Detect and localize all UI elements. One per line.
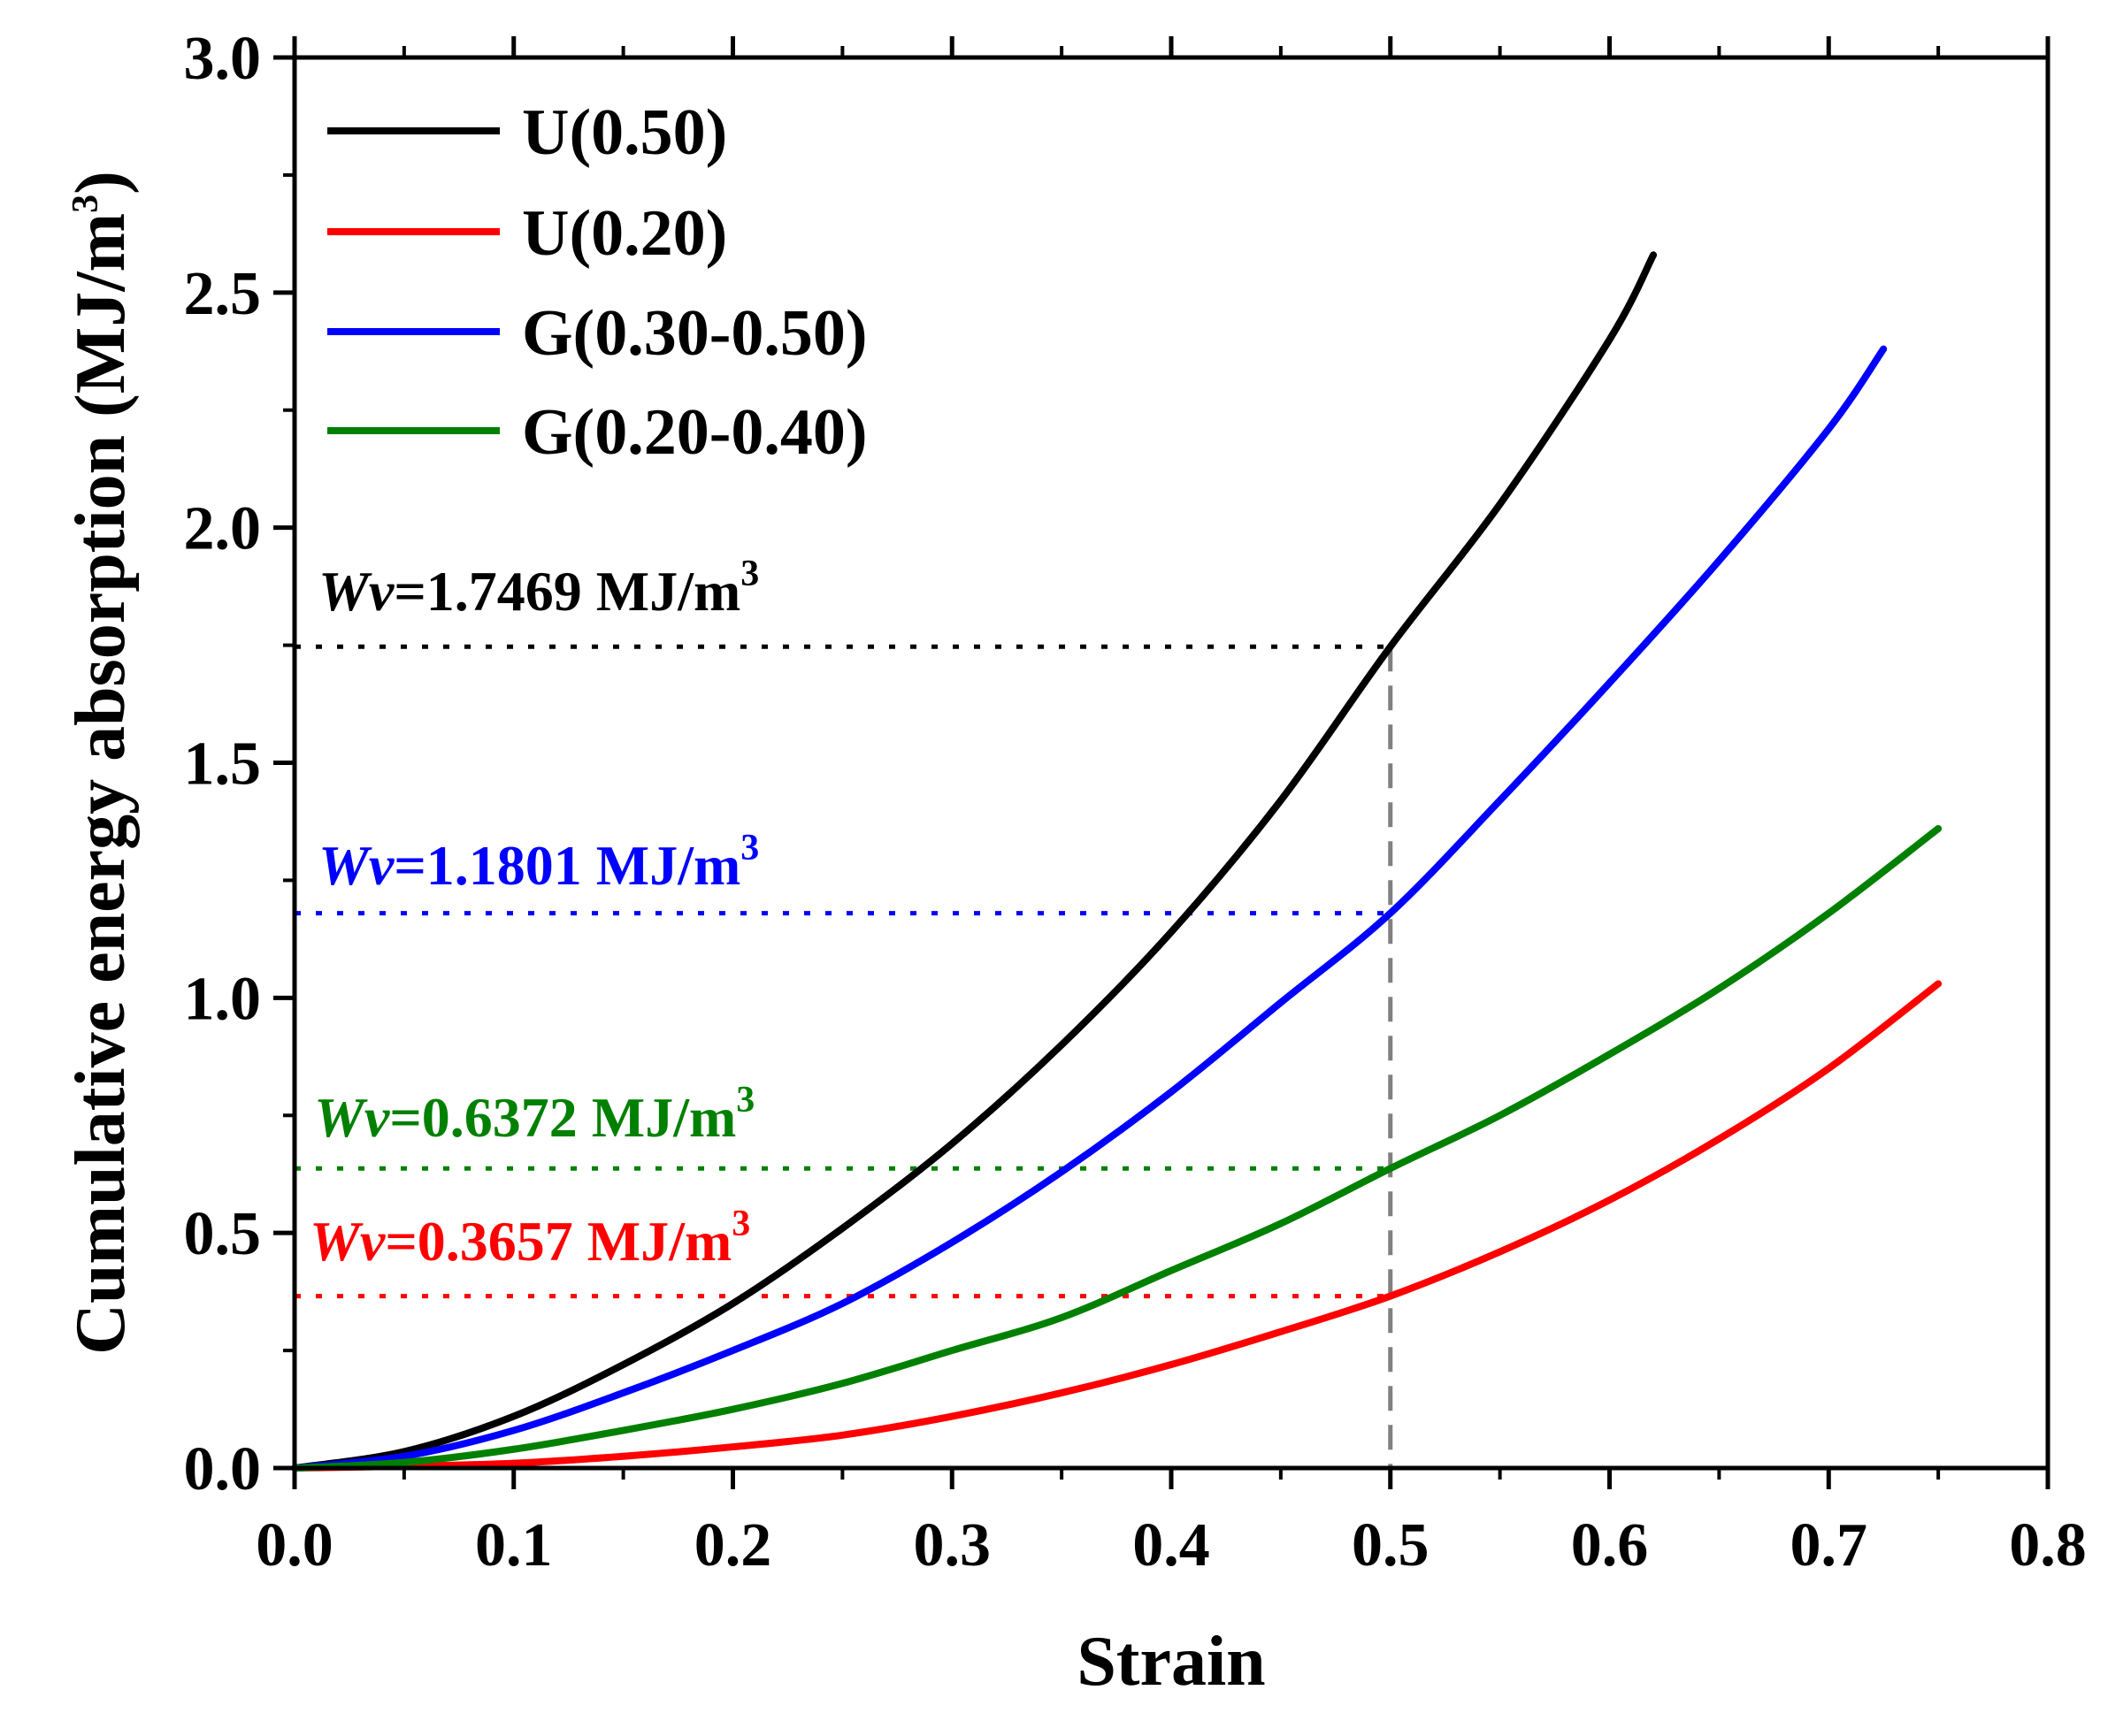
y-tick-label: 2.0 [184, 495, 262, 563]
wv-value: =0.6372 MJ/m [389, 1086, 736, 1149]
x-tick-label: 0.3 [914, 1511, 992, 1579]
wv-annotation: Wv=0.3657 MJ/m3 [310, 1204, 750, 1273]
y-tick-label: 2.5 [184, 260, 262, 328]
y-axis-title: Cumulative energy absorption (MJ/m3) [62, 171, 140, 1355]
y-axis-title-close: ) [62, 171, 140, 195]
wv-superscript: 3 [732, 1204, 750, 1244]
legend-label: G(0.20-0.40) [522, 396, 868, 469]
x-tick-label: 0.1 [475, 1511, 553, 1579]
wv-annotation: Wv=0.6372 MJ/m3 [314, 1080, 755, 1149]
x-tick-label: 0.8 [2009, 1511, 2087, 1579]
y-axis-title-main: Cumulative energy absorption (MJ/m [62, 213, 140, 1355]
y-axis-title-superscript: 3 [65, 195, 106, 213]
wv-superscript: 3 [736, 1080, 755, 1120]
wv-value: =1.7469 MJ/m [394, 560, 740, 623]
wv-superscript: 3 [740, 554, 759, 594]
x-tick-label: 0.4 [1132, 1511, 1210, 1579]
legend-label: G(0.30-0.50) [522, 297, 868, 370]
y-tick-label: 1.0 [184, 965, 262, 1033]
wv-symbol: Wv [318, 834, 395, 897]
wv-symbol: Wv [314, 1086, 390, 1149]
wv-annotation: Wv=1.7469 MJ/m3 [318, 554, 759, 623]
y-tick-label: 1.5 [184, 730, 262, 799]
wv-symbol: Wv [318, 560, 395, 623]
wv-symbol: Wv [310, 1210, 386, 1273]
y-tick-label: 0.0 [184, 1435, 262, 1503]
wv-annotation: Wv=1.1801 MJ/m3 [318, 828, 759, 897]
x-tick-label: 0.7 [1790, 1511, 1868, 1579]
wv-value: =1.1801 MJ/m [394, 834, 740, 897]
wv-superscript: 3 [740, 828, 759, 868]
series-line-U(0.50) [291, 251, 1658, 1472]
y-tick-label: 0.5 [184, 1200, 262, 1268]
y-tick-label: 3.0 [184, 25, 262, 93]
reference-lines [295, 644, 1393, 1468]
x-tick-label: 0.2 [694, 1511, 772, 1579]
axis-ticks: 0.0 0.1 0.2 0.3 0.4 0.5 0.6 0.7 0.8 0.0 0.5 1.0 1.5 2… [184, 25, 2087, 1579]
legend-label: U(0.20) [522, 197, 727, 270]
x-tick-label: 0.0 [256, 1511, 333, 1579]
wv-value: =0.3657 MJ/m [385, 1210, 732, 1273]
x-tick-label: 0.5 [1352, 1511, 1430, 1579]
series-line-U(0.20) [291, 980, 1943, 1472]
series-line-G(0.30-0.50) [291, 345, 1888, 1472]
legend: U(0.50) U(0.20) G(0.30-0.50) G(0.20-0.40) [327, 96, 868, 469]
series-lines [291, 251, 1943, 1472]
x-axis-title: Strain [1077, 1623, 1265, 1701]
legend-label: U(0.50) [522, 96, 727, 169]
x-tick-label: 0.6 [1571, 1511, 1649, 1579]
series-line-G(0.20-0.40) [291, 824, 1943, 1472]
